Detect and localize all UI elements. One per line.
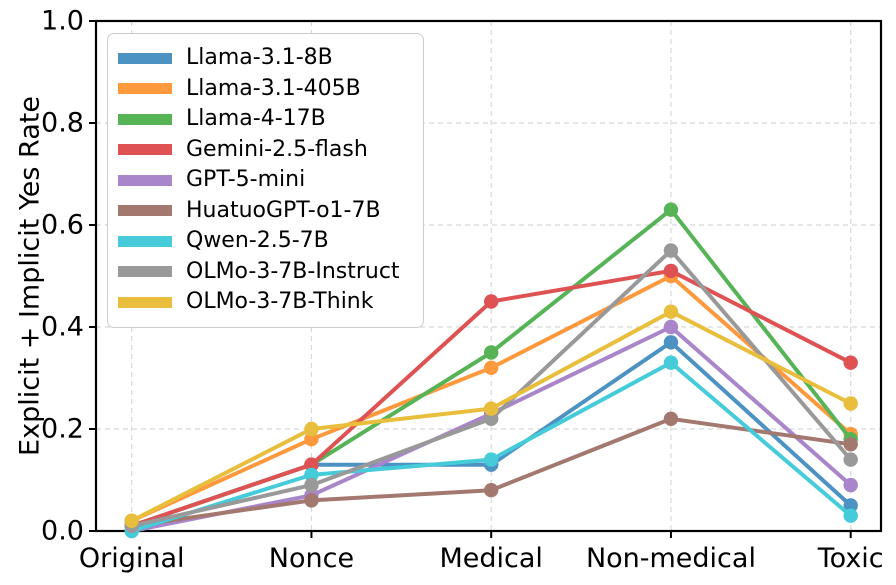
y-tick-label: 0.2 — [41, 414, 84, 445]
series-marker-Gemini-2.5-flash — [484, 294, 499, 309]
series-marker-OLMo-3-7B-Think — [304, 421, 319, 437]
series-marker-OLMo-3-7B-Think — [484, 401, 499, 416]
legend-item-Llama-4-17B: Llama-4-17B — [118, 104, 411, 135]
series-marker-Llama-3.1-8B — [843, 498, 858, 513]
y-axis-label: Explicit + Implicit Yes Rate — [14, 96, 46, 456]
series-marker-OLMo-3-7B-Instruct — [484, 411, 499, 426]
legend-label: Gemini-2.5-flash — [186, 136, 368, 162]
legend-item-Qwen-2.5-7B: Qwen-2.5-7B — [118, 226, 411, 257]
series-marker-Llama-3.1-8B — [663, 335, 679, 350]
legend-item-Llama-3.1-405B: Llama-3.1-405B — [118, 74, 411, 105]
series-marker-Qwen-2.5-7B — [663, 355, 679, 370]
legend: Llama-3.1-8B Llama-3.1-405B Llama-4-17B Gem… — [107, 33, 424, 328]
legend-label: HuatuoGPT-o1-7B — [186, 197, 381, 223]
series-marker-Gemini-2.5-flash — [663, 263, 679, 279]
series-marker-OLMo-3-7B-Think — [663, 304, 679, 319]
legend-label: Qwen-2.5-7B — [186, 228, 329, 254]
series-marker-Llama-3.1-405B — [484, 360, 499, 375]
series-marker-Llama-4-17B — [663, 202, 679, 217]
series-marker-Llama-4-17B — [484, 345, 499, 360]
x-tick-label: Non-medical — [586, 543, 756, 574]
series-marker-Gemini-2.5-flash — [843, 355, 858, 370]
series-marker-GPT-5-mini — [663, 319, 679, 335]
series-marker-OLMo-3-7B-Think — [843, 396, 858, 411]
legend-swatch-icon — [118, 113, 172, 125]
x-tick-label: Medical — [439, 543, 542, 574]
series-marker-HuatuoGPT-o1-7B — [484, 483, 499, 498]
series-marker-OLMo-3-7B-Instruct — [663, 243, 679, 258]
x-tick-label: Nonce — [269, 543, 354, 574]
x-tick-label: Toxic — [817, 543, 884, 574]
legend-label: GPT-5-mini — [186, 167, 306, 193]
series-marker-HuatuoGPT-o1-7B — [663, 411, 679, 426]
series-marker-Gemini-2.5-flash — [304, 457, 319, 472]
series-marker-HuatuoGPT-o1-7B — [843, 437, 858, 452]
legend-label: OLMo-3-7B-Instruct — [186, 258, 400, 284]
plot-frame — [94, 19, 883, 533]
legend-swatch-icon — [118, 296, 172, 308]
legend-swatch-icon — [118, 83, 172, 95]
series-marker-HuatuoGPT-o1-7B — [304, 493, 319, 508]
y-tick-label: 1.0 — [41, 6, 84, 37]
legend-swatch-icon — [118, 174, 172, 186]
legend-label: Llama-3.1-8B — [186, 45, 333, 71]
legend-label: OLMo-3-7B-Think — [186, 289, 374, 315]
legend-swatch-icon — [118, 144, 172, 156]
legend-swatch-icon — [118, 205, 172, 217]
legend-item-GPT-5-mini: GPT-5-mini — [118, 165, 411, 196]
series-marker-OLMo-3-7B-Think — [124, 513, 139, 528]
series-marker-Qwen-2.5-7B — [304, 467, 319, 483]
y-tick-label: 0.8 — [41, 108, 84, 139]
legend-swatch-icon — [118, 266, 172, 278]
legend-item-OLMo-3-7B-Instruct: OLMo-3-7B-Instruct — [118, 257, 411, 288]
y-tick-label: 0.4 — [41, 312, 84, 343]
y-tick-label: 0.6 — [41, 210, 84, 241]
series-marker-OLMo-3-7B-Instruct — [304, 477, 319, 493]
series-marker-Qwen-2.5-7B — [484, 452, 499, 467]
legend-swatch-icon — [118, 52, 172, 64]
legend-item-HuatuoGPT-o1-7B: HuatuoGPT-o1-7B — [118, 196, 411, 227]
legend-item-OLMo-3-7B-Think: OLMo-3-7B-Think — [118, 287, 411, 318]
series-marker-OLMo-3-7B-Instruct — [843, 452, 858, 467]
legend-item-Gemini-2.5-flash: Gemini-2.5-flash — [118, 135, 411, 166]
legend-swatch-icon — [118, 235, 172, 247]
y-tick-label: 0.0 — [41, 516, 84, 547]
x-tick-label: Original — [79, 543, 185, 574]
legend-label: Llama-4-17B — [186, 106, 326, 132]
legend-item-Llama-3.1-8B: Llama-3.1-8B — [118, 43, 411, 74]
series-marker-Llama-3.1-405B — [304, 432, 319, 447]
legend-label: Llama-3.1-405B — [186, 75, 361, 101]
series-marker-Qwen-2.5-7B — [843, 508, 858, 523]
series-marker-GPT-5-mini — [843, 477, 858, 493]
